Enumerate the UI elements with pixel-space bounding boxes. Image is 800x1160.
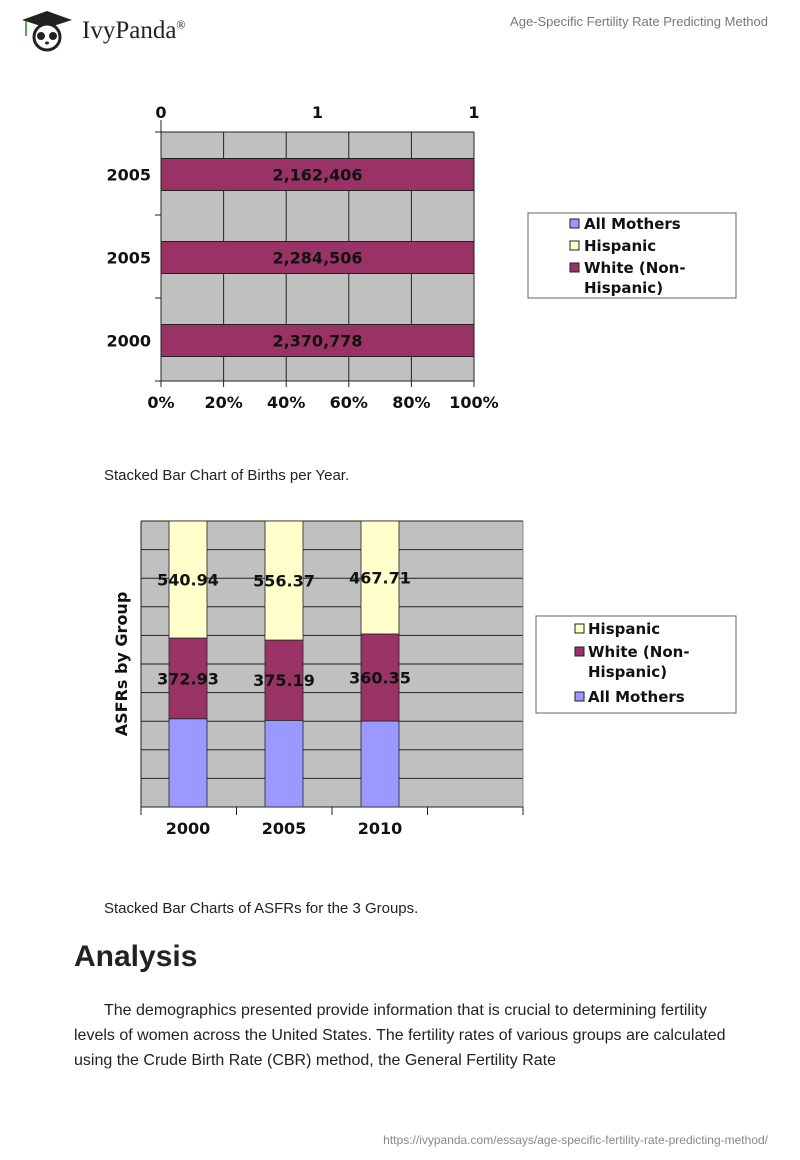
bar-segment-hispanic	[360, 520, 400, 635]
x-tick-label: 40%	[267, 393, 305, 412]
legend-label: White (Non-	[584, 259, 686, 277]
legend-label: Hispanic	[584, 237, 656, 255]
bar-segment-white-non-hispanic-	[360, 633, 400, 722]
bar-data-label: 372.93	[157, 669, 219, 688]
bar-data-label: 2,162,406	[272, 166, 362, 185]
legend-label: Hispanic)	[584, 279, 663, 297]
caption-asfr-chart: Stacked Bar Charts of ASFRs for the 3 Gr…	[104, 900, 419, 917]
bar-segment-all-mothers	[168, 718, 208, 808]
legend-swatch	[574, 691, 585, 702]
x-tick-label: 100%	[449, 393, 498, 412]
analysis-heading: Analysis	[74, 940, 198, 973]
bar-data-label: 467.71	[349, 568, 411, 587]
y-tick-label: 2005	[106, 249, 151, 268]
brand-name: IvyPanda	[82, 17, 177, 44]
top-tick-label: 1	[312, 103, 323, 122]
y-axis-label: ASFRs by Group	[112, 592, 131, 737]
bar-white-non-hispanic	[160, 241, 475, 274]
legend-label: White (Non-	[588, 643, 690, 661]
legend-swatch	[569, 262, 580, 273]
y-tick-label: 2000	[106, 332, 151, 351]
x-tick-label: 80%	[392, 393, 430, 412]
legend-label: All Mothers	[588, 688, 685, 706]
legend-label: All Mothers	[584, 215, 681, 233]
legend-box	[527, 212, 737, 299]
x-tick-label: 60%	[330, 393, 368, 412]
bar-data-label: 540.94	[157, 571, 219, 590]
bar-data-label: 2,284,506	[272, 249, 362, 268]
bar-data-label: 360.35	[349, 668, 411, 687]
asfr-stacked-bar-chart: 372.93 540.94 2000 375.19 556.37 2005 360.35 46…	[112, 520, 737, 838]
legend-box	[535, 615, 737, 714]
bar-white-non-hispanic	[160, 324, 475, 357]
document-title: Age-Specific Fertility Rate Predicting M…	[510, 14, 768, 29]
caption-births-chart: Stacked Bar Chart of Births per Year.	[104, 467, 350, 484]
top-tick-label: 0	[155, 103, 166, 122]
bar-data-label: 375.19	[253, 671, 315, 690]
bar-segment-hispanic	[168, 520, 208, 639]
bar-data-label: 2,370,778	[272, 332, 362, 351]
x-tick-label: 2000	[166, 819, 211, 838]
legend-swatch	[574, 623, 585, 634]
x-tick-label: 0%	[147, 393, 174, 412]
ivypanda-logo[interactable]: IvyPanda®	[18, 10, 186, 52]
births-stacked-bar-chart: 2,162,406 2005 2,284,506 2005 2,370,778 2000 0…	[106, 103, 737, 412]
legend-swatch	[569, 218, 580, 229]
x-tick-label: 20%	[204, 393, 242, 412]
y-tick-label: 2005	[106, 166, 151, 185]
bar-segment-hispanic	[264, 520, 304, 641]
legend-label: Hispanic)	[588, 663, 667, 681]
top-tick-label: 1	[468, 103, 479, 122]
legend-label: Hispanic	[588, 620, 660, 638]
bar-data-label: 556.37	[253, 572, 315, 591]
registered-mark: ®	[176, 17, 186, 32]
x-tick-label: 2005	[262, 819, 307, 838]
legend-swatch	[569, 240, 580, 251]
panda-graduate-icon	[22, 11, 72, 52]
source-url-link[interactable]: https://ivypanda.com/essays/age-specific…	[383, 1133, 768, 1147]
bar-segment-all-mothers	[264, 719, 304, 808]
bar-segment-all-mothers	[360, 720, 400, 808]
bar-white-non-hispanic	[160, 158, 475, 191]
analysis-paragraph: The demographics presented provide infor…	[74, 1002, 726, 1069]
x-tick-label: 2010	[358, 819, 403, 838]
legend-swatch	[574, 646, 585, 657]
